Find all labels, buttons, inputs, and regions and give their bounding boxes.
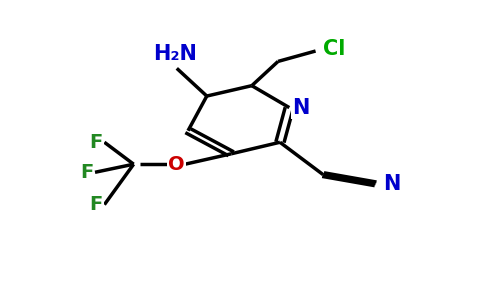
Text: F: F <box>80 163 93 182</box>
Text: O: O <box>168 155 185 174</box>
Text: F: F <box>90 195 103 214</box>
Text: N: N <box>383 174 400 194</box>
Text: Cl: Cl <box>323 39 346 59</box>
Text: H₂N: H₂N <box>153 44 197 64</box>
Text: F: F <box>90 133 103 152</box>
Text: N: N <box>292 98 310 118</box>
